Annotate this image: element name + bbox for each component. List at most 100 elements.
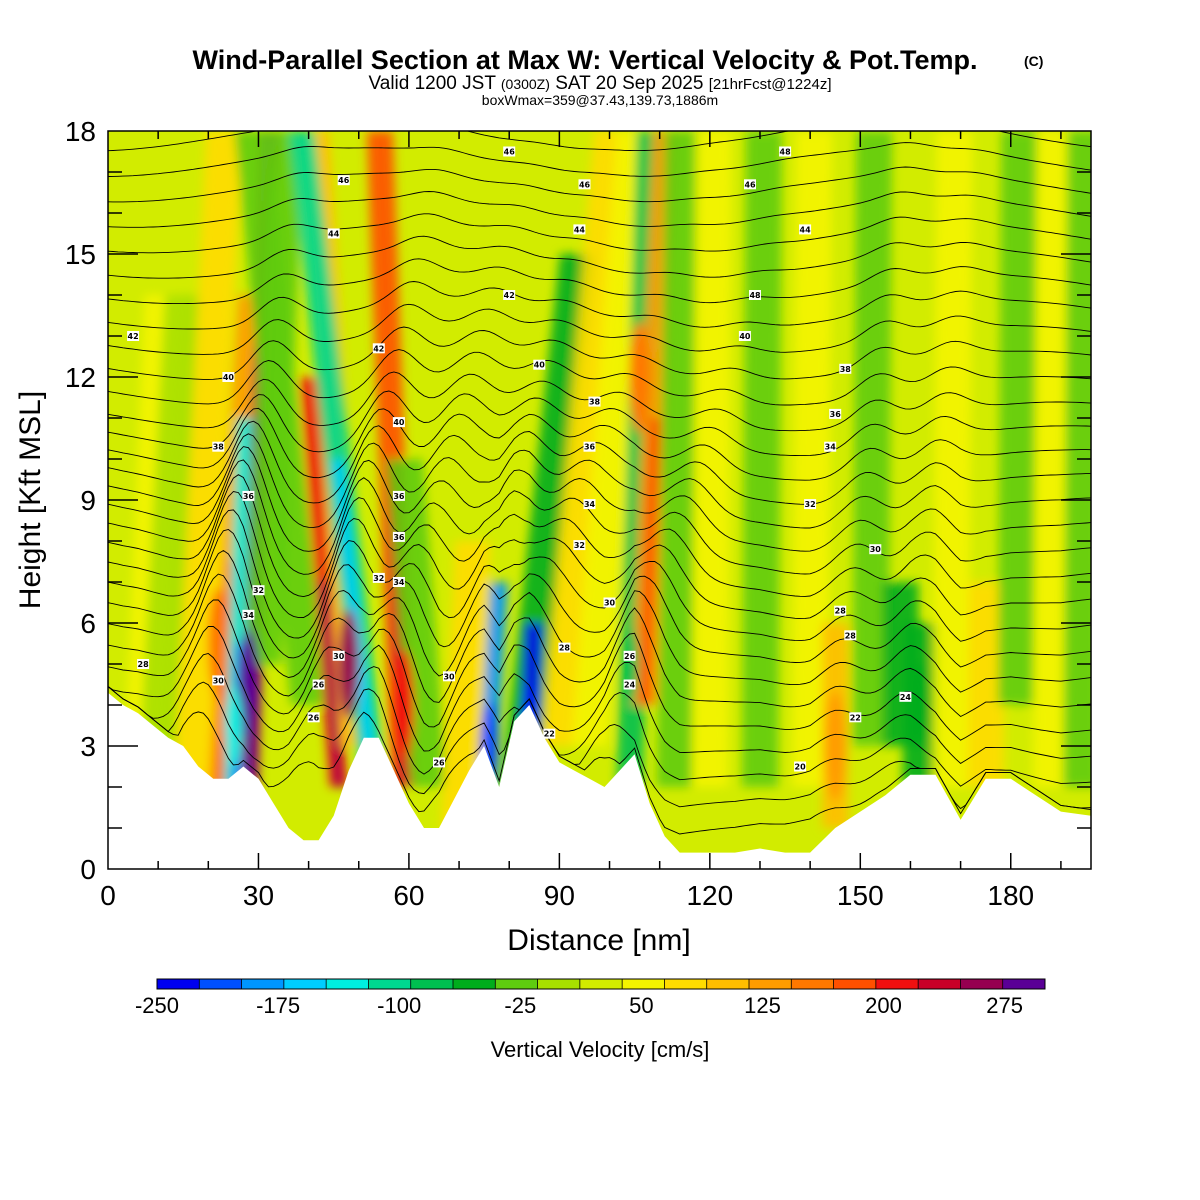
isentrope-line [108,166,1091,203]
isentrope-line [108,549,1091,693]
isentrope-label-bg [573,224,586,235]
x-tick-label: 60 [393,880,424,911]
velocity-band [792,131,833,787]
isentrope-label-bg [312,679,325,690]
isentrope-label-text: 32 [373,574,384,583]
isentrope-label: 32 [804,499,817,510]
isentrope-label-text: 44 [328,230,340,239]
colorbar-label: Vertical Velocity [cm/s] [491,1037,710,1062]
isentrope-label-bg [829,408,842,419]
isentrope-label: 34 [583,499,596,510]
isentrope-label-text: 38 [589,398,601,407]
isentrope-label-text: 34 [243,611,255,620]
isentrope-label-text: 30 [333,652,345,661]
isentrope-label: 22 [543,728,556,739]
isentrope-label: 38 [839,363,852,374]
isentrope-label-bg [392,531,405,542]
y-axis-label: Height [Kft MSL] [14,391,47,609]
isentrope-label: 30 [212,675,225,686]
isentrope-label-bg [824,441,837,452]
isentrope-label-bg [849,712,862,723]
isentrope-label: 40 [222,372,235,382]
isentrope-label-bg [623,679,636,690]
isentrope-label-text: 28 [138,660,150,669]
isentrope-label: 44 [327,228,340,239]
colorbar-bin [1002,979,1046,989]
isentrope-label: 28 [558,642,571,653]
isentrope-line [108,446,1091,552]
isentrope-line [108,326,1091,380]
isentrope-line [108,509,1091,642]
isentrope-label-bg [332,650,345,661]
isentrope-line [108,459,1091,575]
isentrope-label-bg [834,605,847,616]
velocity-band [170,131,243,869]
isentrope-label-bg [337,175,350,186]
isentrope-label: 34 [392,577,405,587]
velocity-band [691,131,732,787]
colorbar-tick-label: 200 [865,993,902,1018]
isentrope-label: 32 [573,540,586,551]
isentrope-label-text: 48 [780,148,792,157]
isentrope-label-text: 46 [338,176,350,185]
colorbar-tick-label: 50 [629,993,653,1018]
colorbar-bin [749,979,792,989]
colorbar-bin [410,979,454,989]
isentrope-line [108,474,1091,598]
isentrope-label-bg [433,757,445,768]
isentrope-label: 22 [849,712,862,723]
isentrope-label-bg [242,490,255,501]
isentrope-label-text: 42 [373,344,384,353]
isentrope-label: 30 [869,544,882,555]
y-tick-labels: 0 3 6 9 12 15 18 [65,116,96,885]
colorbar-tick-label: 275 [986,993,1023,1018]
isentrope-label: 30 [332,650,345,661]
title-copyright-mark: (C) [1024,53,1043,69]
isentrope-label: 40 [533,359,546,370]
isentrope-label-bg [839,363,852,374]
isentrope-label-text: 36 [584,443,596,452]
isentrope-label-bg [578,179,591,190]
isentrope-label-bg [749,290,761,300]
isentrope-label-bg [588,396,601,407]
isentrope-label-text: 30 [213,676,225,685]
isentrope-label: 32 [372,572,385,583]
isentrope-line [108,390,1091,457]
isentrope-label-text: 46 [504,148,516,157]
isentrope-label-text: 28 [835,607,847,616]
isentrope-label: 40 [738,331,751,341]
isentrope-label: 46 [337,175,350,186]
colorbar-bin [495,979,539,989]
isentrope-label: 30 [603,597,616,608]
isentrope-line [108,653,1091,787]
isentrope-label: 36 [829,408,842,419]
y-tick-label: 3 [80,731,96,762]
isentrope-label: 24 [899,691,912,702]
isentrope-contours [108,131,1091,835]
isentrope-label-text: 30 [443,672,455,681]
colorbar-bin [664,979,708,989]
colorbar-bin [960,979,1004,989]
y-tick-label: 15 [65,239,96,270]
y-tick-label: 6 [80,608,96,639]
isentrope-label-text: 36 [393,492,405,501]
velocity-band [932,131,973,787]
isentrope-label-bg [583,499,596,510]
isentrope-label-bg [307,712,320,723]
colorbar-tick-labels: -250 -175 -100 -25 50 125 200 275 [135,993,1023,1018]
isentrope-label-bg [212,675,225,686]
velocity-band [967,582,1005,787]
isentrope-line [108,407,1091,481]
isentrope-label: 44 [799,224,812,235]
isentrope-label-bg [799,224,812,235]
isentrope-label-bg [252,585,265,596]
isentrope-label-text: 24 [900,693,912,702]
colorbar-frame [156,978,1046,990]
colorbar-bin [368,979,412,989]
isentrope-label-text: 28 [559,644,571,653]
subtitle-forecast: [21hrFcst@1224z] [709,76,832,93]
isentrope-label: 36 [242,490,255,501]
isentrope-label-bg [212,441,225,452]
isentrope-label-text: 40 [223,373,235,382]
updraft-core [338,609,359,719]
